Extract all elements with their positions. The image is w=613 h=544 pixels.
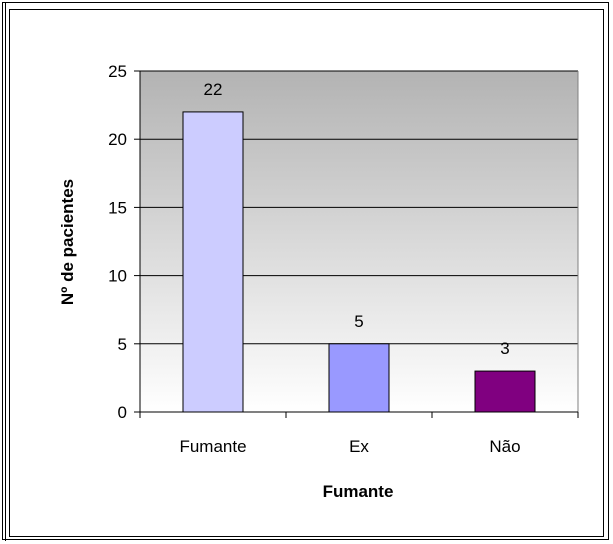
chart-inner-frame [9, 9, 604, 537]
data-label: 5 [354, 312, 363, 331]
data-labels: 22 5 3 [204, 80, 510, 358]
bar-ex [328, 343, 390, 413]
y-tick-label: 5 [118, 335, 127, 354]
x-axis-title: Fumante [323, 482, 394, 501]
data-label: 22 [204, 80, 223, 99]
y-tick-label: 25 [108, 62, 127, 81]
x-tick-label: Não [489, 437, 520, 456]
bar-fumante [182, 111, 244, 413]
chart-left-rule [5, 3, 6, 541]
y-tick-label: 0 [118, 403, 127, 422]
bar-n-o [474, 370, 536, 413]
x-tick-label: Fumante [179, 437, 246, 456]
data-label: 3 [500, 339, 509, 358]
y-tick-label: 10 [108, 267, 127, 286]
y-tick-label: 15 [108, 198, 127, 217]
chart-outer-frame [2, 2, 609, 540]
axes [134, 70, 579, 418]
y-axis-title: Nº de pacientes [58, 179, 77, 305]
x-tick-label: Ex [349, 437, 369, 456]
y-tick-label: 20 [108, 130, 127, 149]
bars [182, 111, 536, 413]
tick-labels: 0 5 10 15 20 25 Fumante Ex Não [108, 62, 521, 456]
